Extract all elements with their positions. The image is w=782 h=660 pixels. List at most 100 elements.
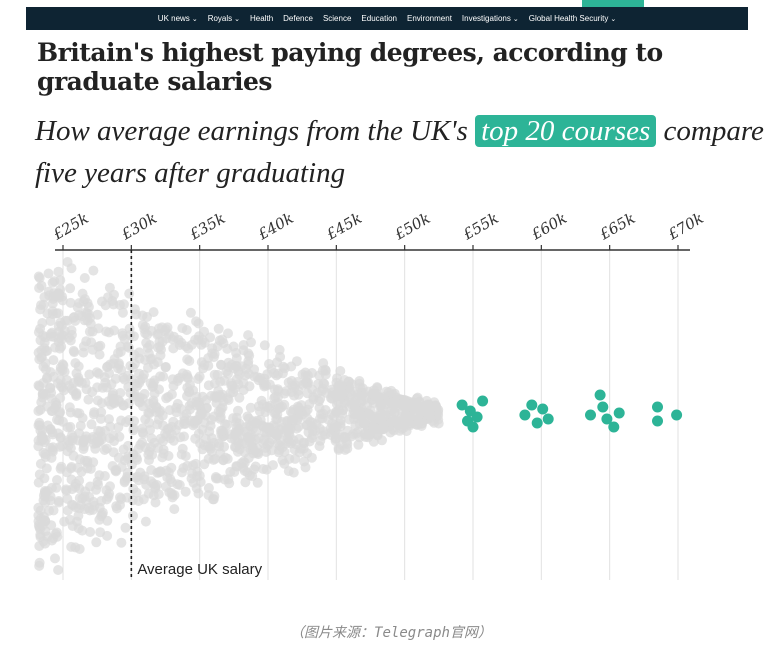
other-course-dot: [287, 380, 298, 391]
other-course-dot: [177, 323, 188, 334]
other-course-dot: [193, 428, 204, 439]
other-course-dot: [125, 388, 136, 398]
other-course-dot: [79, 273, 90, 283]
other-course-dot: [243, 413, 254, 424]
other-course-dot: [66, 474, 77, 485]
other-course-dot: [284, 453, 295, 464]
top-course-dot: [467, 421, 479, 433]
other-course-dot: [85, 463, 96, 474]
other-course-dot: [101, 485, 112, 496]
other-course-dot: [285, 406, 296, 417]
other-course-dot: [65, 283, 76, 294]
other-course-dot: [146, 465, 157, 475]
other-course-dot: [258, 464, 269, 474]
x-tick-label: £25k: [49, 209, 92, 244]
other-course-dot: [199, 360, 210, 370]
other-course-dot: [92, 309, 103, 320]
nav-item-education[interactable]: Education: [361, 14, 397, 23]
top-course-dot: [477, 395, 489, 407]
other-course-dot: [72, 302, 83, 313]
other-course-dot: [87, 326, 98, 337]
other-course-dot: [83, 309, 94, 320]
nav-item-royals[interactable]: Royals ⌄: [208, 14, 240, 23]
other-course-dot: [39, 487, 50, 498]
other-course-dot: [144, 340, 155, 351]
top-course-dot: [594, 389, 606, 401]
nav-item-label: Royals: [207, 14, 233, 23]
other-course-dot: [78, 341, 89, 352]
other-course-dot: [85, 527, 96, 537]
other-course-dot: [372, 383, 383, 394]
other-course-dot: [37, 318, 48, 328]
other-course-dot: [53, 497, 64, 508]
other-course-dot: [40, 389, 51, 400]
other-course-dot: [62, 257, 73, 267]
nav-item-science[interactable]: Science: [323, 14, 351, 23]
other-course-dot: [74, 493, 85, 503]
other-course-dot: [143, 362, 153, 373]
other-courses-dots: [33, 257, 444, 575]
other-course-dot: [259, 340, 270, 351]
other-course-dot: [48, 505, 59, 516]
other-course-dot: [128, 510, 138, 521]
subhead-highlight: top 20 courses: [475, 115, 657, 147]
nav-item-health[interactable]: Health: [250, 14, 273, 23]
other-course-dot: [380, 411, 391, 422]
x-tick-label: £65k: [596, 209, 639, 244]
other-course-dot: [327, 418, 338, 429]
other-course-dot: [185, 307, 196, 318]
other-course-dot: [343, 376, 354, 387]
other-course-dot: [219, 375, 230, 386]
other-course-dot: [40, 516, 51, 527]
other-course-dot: [102, 361, 113, 372]
other-course-dot: [48, 355, 59, 366]
other-course-dot: [377, 423, 387, 434]
other-course-dot: [51, 482, 62, 493]
nav-accent-tab: [582, 0, 644, 7]
other-course-dot: [217, 334, 228, 345]
other-course-dot: [213, 323, 224, 334]
other-course-dot: [315, 435, 326, 446]
other-course-dot: [105, 421, 116, 432]
other-course-dot: [34, 283, 45, 293]
other-course-dot: [34, 273, 45, 283]
other-course-dot: [356, 396, 366, 407]
nav-item-environment[interactable]: Environment: [407, 14, 452, 23]
other-course-dot: [104, 433, 115, 444]
other-course-dot: [47, 309, 58, 320]
other-course-dot: [139, 474, 150, 485]
other-course-dot: [123, 398, 134, 409]
other-course-dot: [228, 341, 239, 352]
other-course-dot: [288, 467, 299, 478]
other-course-dot: [246, 337, 256, 348]
other-course-dot: [210, 472, 221, 482]
other-course-dot: [68, 450, 79, 461]
other-course-dot: [57, 291, 68, 302]
other-course-dot: [359, 418, 370, 429]
other-course-dot: [269, 384, 280, 395]
other-course-dot: [97, 382, 108, 393]
other-course-dot: [216, 359, 226, 370]
other-course-dot: [194, 331, 204, 342]
other-course-dot: [180, 341, 191, 352]
other-course-dot: [108, 447, 119, 458]
other-course-dot: [99, 471, 110, 481]
nav-item-global-health-security[interactable]: Global Health Security ⌄: [529, 14, 616, 23]
other-course-dot: [111, 503, 122, 514]
other-course-dot: [134, 397, 145, 408]
other-course-dot: [203, 483, 214, 493]
nav-item-investigations[interactable]: Investigations ⌄: [462, 14, 519, 23]
other-course-dot: [40, 449, 51, 460]
other-course-dot: [83, 502, 94, 513]
nav-item-uk-news[interactable]: UK news ⌄: [158, 14, 198, 23]
other-course-dot: [94, 514, 105, 525]
other-course-dot: [354, 378, 365, 389]
other-course-dot: [134, 347, 145, 358]
other-course-dot: [412, 392, 423, 403]
other-course-dot: [223, 474, 234, 485]
nav-item-defence[interactable]: Defence: [283, 14, 313, 23]
other-course-dot: [243, 348, 254, 359]
other-course-dot: [234, 369, 245, 380]
other-course-dot: [220, 452, 231, 463]
top-course-dot: [542, 413, 554, 425]
